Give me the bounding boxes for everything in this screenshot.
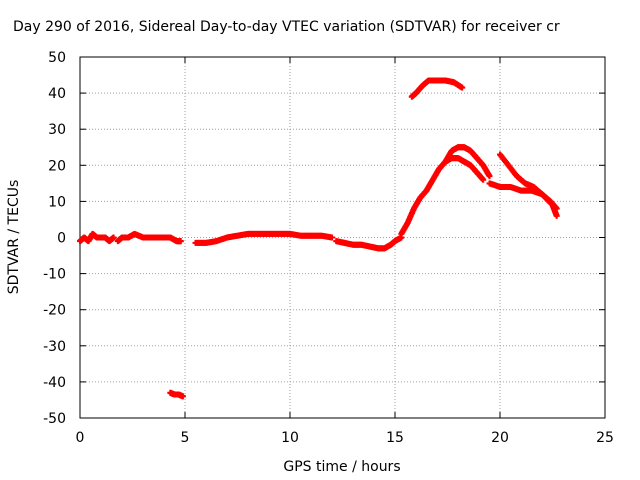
data-point — [177, 238, 184, 245]
series-segment-3 — [167, 389, 186, 400]
x-tick-label: 5 — [181, 430, 190, 446]
ticks: 0 5 10 15 20 25 -50 -40 -30 -20 -10 0 10 20 30 40 50 — [43, 50, 614, 446]
y-tick-label: -30 — [43, 339, 66, 355]
x-tick-label: 25 — [596, 430, 614, 446]
y-tick-label: -40 — [43, 375, 66, 391]
y-tick-label: -50 — [43, 411, 66, 427]
data-point — [553, 212, 560, 219]
x-tick-label: 20 — [491, 430, 509, 446]
series-segment-10 — [497, 151, 560, 212]
x-axis-label: GPS time / hours — [283, 459, 400, 475]
grid — [80, 57, 605, 418]
y-tick-label: 30 — [48, 122, 66, 138]
data-point — [110, 234, 117, 241]
y-tick-label: -20 — [43, 303, 66, 319]
data-point — [329, 234, 335, 241]
series-segment-5 — [333, 234, 405, 252]
data-point — [553, 205, 560, 212]
data-point — [486, 173, 493, 180]
y-tick-label: -10 — [43, 267, 66, 283]
y-tick-label: 10 — [48, 194, 66, 210]
series-segment-8 — [408, 77, 466, 100]
series-segment-7 — [442, 144, 493, 180]
data-point — [179, 393, 186, 400]
y-tick-label: 50 — [48, 50, 66, 66]
chart-title: Day 290 of 2016, Sidereal Day-to-day VTE… — [13, 19, 560, 35]
series-segment-1 — [77, 230, 117, 245]
y-tick-label: 40 — [48, 86, 66, 102]
data-point — [480, 176, 487, 183]
series-segment-6 — [398, 155, 487, 237]
y-axis-label: SDTVAR / TECUs — [6, 180, 22, 295]
x-tick-label: 15 — [386, 430, 404, 446]
series-segment-4 — [192, 230, 335, 246]
x-tick-label: 10 — [281, 430, 299, 446]
y-tick-label: 0 — [57, 231, 66, 247]
x-tick-label: 0 — [76, 430, 85, 446]
data-points — [77, 77, 560, 400]
data-point — [459, 84, 466, 91]
series-segment-2 — [114, 230, 184, 245]
y-tick-label: 20 — [48, 158, 66, 174]
